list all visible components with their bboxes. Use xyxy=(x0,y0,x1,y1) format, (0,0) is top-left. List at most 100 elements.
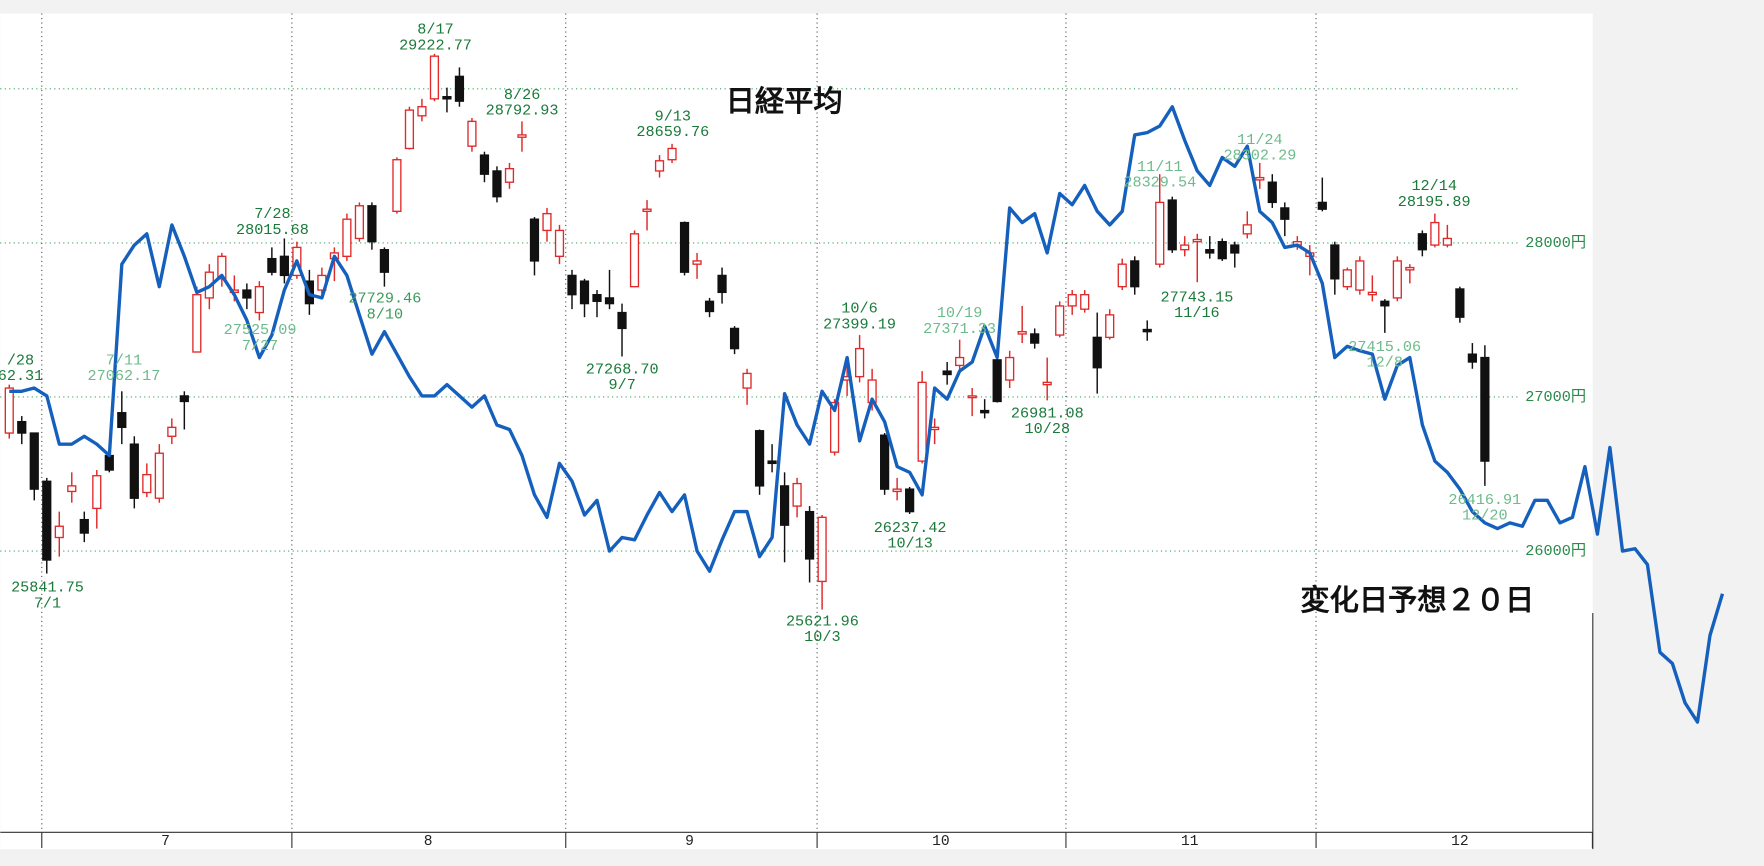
candle-body xyxy=(717,274,727,294)
peak-label: 25621.96 xyxy=(786,612,859,630)
peak-label: 27399.19 xyxy=(823,315,896,333)
candle-body xyxy=(4,387,14,434)
candle-body xyxy=(417,106,427,117)
peak-label: 29222.77 xyxy=(399,36,472,54)
x-tick-label: 9 xyxy=(685,834,694,850)
candle-body xyxy=(254,285,264,314)
candle-body xyxy=(92,475,102,510)
candle-body xyxy=(729,327,740,350)
candle-body xyxy=(1080,294,1090,310)
x-tick-label: 7 xyxy=(161,834,170,850)
candle-body xyxy=(492,170,502,198)
peak-label: 10/28 xyxy=(1025,420,1071,438)
candle-body xyxy=(880,434,890,490)
candle-body xyxy=(792,482,802,507)
candle-body xyxy=(104,454,114,471)
candle-body xyxy=(117,412,127,429)
peak-label: 8/26 xyxy=(504,86,540,104)
x-tick-label: 12 xyxy=(1451,834,1469,850)
candle-body xyxy=(479,154,490,175)
grid: 26000円 27000円 28000円 7 8 9 10 11 12 xyxy=(0,13,1593,850)
x-tick-label: 8 xyxy=(424,834,433,850)
candle-body xyxy=(567,274,577,296)
candle-body xyxy=(17,420,27,434)
candle-body xyxy=(892,488,902,493)
candle-body xyxy=(967,395,977,399)
candle-body xyxy=(79,518,89,534)
peak-label: 28792.93 xyxy=(486,102,559,120)
candle-body xyxy=(342,218,352,257)
candle-body xyxy=(279,255,289,277)
candle-body xyxy=(1105,314,1115,339)
candle-body xyxy=(217,255,227,280)
candle-body xyxy=(179,395,189,403)
peak-label: 8/10 xyxy=(367,305,403,323)
candle-body xyxy=(1192,238,1202,243)
candle-body xyxy=(654,160,665,172)
peak-label: 28015.68 xyxy=(236,221,309,239)
candle-body xyxy=(1067,294,1077,307)
peak-label: 62.31 xyxy=(0,367,43,385)
candle-body xyxy=(1142,328,1152,333)
candle-body xyxy=(592,294,602,302)
candle-body xyxy=(242,289,252,299)
candle-body xyxy=(129,443,139,499)
peak-label: 11/24 xyxy=(1237,131,1283,149)
peak-label: 9/7 xyxy=(609,376,636,394)
candle-body xyxy=(1017,330,1027,335)
candle-body xyxy=(1180,244,1190,251)
candle-body xyxy=(742,372,752,389)
peak-label: 10/19 xyxy=(937,304,983,322)
candle-body xyxy=(992,359,1002,403)
candle-body xyxy=(754,430,765,487)
peak-label: 28329.54 xyxy=(1123,174,1196,192)
peak-label: 27371.33 xyxy=(923,320,996,338)
forecast-line xyxy=(9,105,1725,724)
peak-label: 27415.06 xyxy=(1348,338,1421,356)
candle-body xyxy=(779,485,790,526)
candle-body xyxy=(704,300,715,313)
candle-body xyxy=(942,370,952,376)
candle-body xyxy=(617,311,627,330)
candle-body xyxy=(1417,233,1427,251)
peak-label: 8/17 xyxy=(417,21,453,39)
candle-body xyxy=(1155,201,1165,265)
candle-body xyxy=(667,147,677,161)
candle-body xyxy=(367,205,377,243)
candle-body xyxy=(679,221,690,273)
peak-label: 28195.89 xyxy=(1398,193,1471,211)
peak-label: 25841.75 xyxy=(11,579,84,597)
candle-body xyxy=(817,516,827,583)
candle-body xyxy=(1330,244,1340,280)
candle-body xyxy=(1055,305,1065,336)
peak-label: 28659.76 xyxy=(636,123,709,141)
peak-label: 11/16 xyxy=(1174,304,1220,322)
candle-body xyxy=(1005,356,1015,381)
peak-label: 9/13 xyxy=(655,107,691,125)
candle-body xyxy=(154,452,164,499)
candle-body xyxy=(529,218,540,262)
peak-label: 7/1 xyxy=(34,594,61,612)
candle-body xyxy=(1467,353,1477,363)
peak-label: 27729.46 xyxy=(348,290,421,308)
candle-body xyxy=(404,109,415,150)
candle-body xyxy=(1342,269,1352,288)
candle-body xyxy=(1030,333,1040,344)
candle-body xyxy=(1317,201,1327,210)
candle-body xyxy=(454,75,465,102)
candle-body xyxy=(1205,249,1215,254)
x-tick-label: 11 xyxy=(1181,834,1199,850)
candle-body xyxy=(1430,221,1440,246)
candle-body xyxy=(1355,260,1365,291)
candle-body xyxy=(29,432,39,490)
annotation: 変化日予想２０日 xyxy=(1300,583,1534,617)
candle-body xyxy=(1405,266,1415,271)
peak-label: 12/14 xyxy=(1411,177,1457,195)
candle-body xyxy=(980,409,990,414)
candle-body xyxy=(1267,181,1277,204)
candle-body xyxy=(1217,241,1227,260)
candle-body xyxy=(930,426,940,431)
peak-label: /28 xyxy=(7,351,34,369)
